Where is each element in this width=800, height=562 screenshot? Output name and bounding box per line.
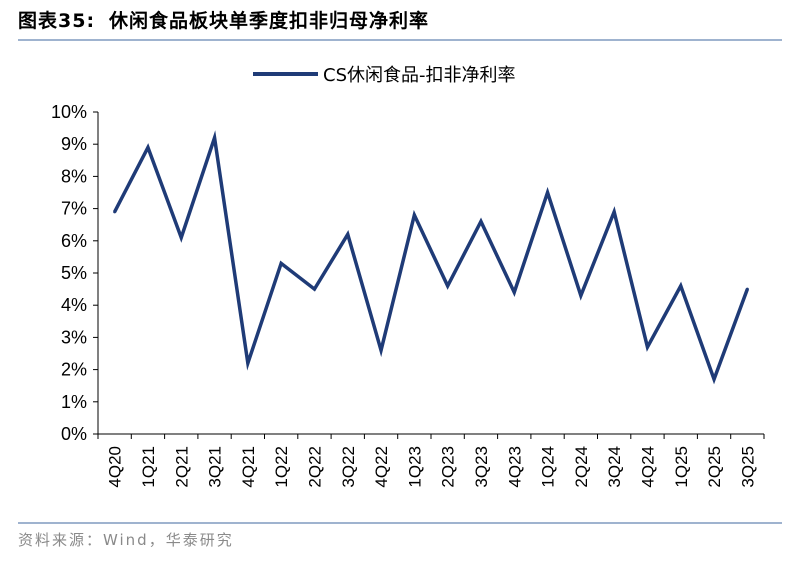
data-point [479, 219, 483, 223]
data-point [645, 345, 649, 349]
data-point [146, 145, 150, 149]
x-tick-label: 1Q25 [672, 446, 691, 488]
data-point [412, 213, 416, 217]
x-tick-label: 4Q23 [505, 446, 524, 488]
y-tick-label: 3% [61, 327, 87, 347]
data-point [312, 287, 316, 291]
series-line [113, 130, 749, 385]
x-tick-label: 3Q25 [738, 446, 757, 488]
y-tick-label: 4% [61, 295, 87, 315]
x-tick-label: 2Q24 [572, 446, 591, 488]
data-point [213, 136, 217, 140]
figure-number: 图表35: [18, 10, 96, 32]
figure-title-text: 休闲食品板块单季度扣非归母净利率 [109, 10, 430, 32]
x-tick-label: 3Q23 [472, 446, 491, 488]
y-tick-label: 8% [61, 166, 87, 186]
x-tick-label: 2Q23 [439, 446, 458, 488]
data-point [379, 348, 383, 352]
x-tick-label: 2Q22 [305, 446, 324, 488]
x-tick-label: 1Q23 [405, 446, 424, 488]
y-tick-label: 0% [61, 424, 87, 444]
x-tick-label: 1Q24 [539, 446, 558, 488]
x-tick-label: 4Q21 [239, 446, 258, 488]
y-tick-label: 2% [61, 360, 87, 380]
data-point [346, 232, 350, 236]
data-point [179, 236, 183, 240]
y-tick-label: 10% [51, 102, 87, 122]
data-point [745, 287, 749, 291]
legend-label: CS休闲食品-扣非净利率 [323, 65, 516, 86]
x-tick-label: 4Q22 [372, 446, 391, 488]
x-tick-label: 4Q20 [106, 446, 125, 488]
data-point [612, 210, 616, 214]
data-point [546, 191, 550, 194]
data-point [579, 294, 583, 298]
data-point [279, 261, 283, 265]
data-point [679, 284, 683, 288]
x-tick-label: 1Q21 [139, 446, 158, 488]
y-tick-label: 6% [61, 231, 87, 251]
x-tick-label: 4Q24 [638, 446, 657, 488]
y-tick-label: 9% [61, 134, 87, 154]
data-point [712, 377, 716, 381]
x-tick-label: 2Q25 [705, 446, 724, 488]
x-tick-label: 2Q21 [172, 446, 191, 488]
y-tick-label: 5% [61, 263, 87, 283]
y-tick-label: 7% [61, 199, 87, 219]
source-note: 资料来源：Wind，华泰研究 [18, 531, 234, 549]
x-tick-label: 3Q24 [605, 446, 624, 488]
x-tick-label: 3Q21 [206, 446, 225, 488]
data-point [512, 290, 516, 294]
data-point [113, 210, 117, 214]
x-tick-label: 3Q22 [339, 446, 358, 488]
y-tick-label: 1% [61, 392, 87, 412]
x-tick-label: 1Q22 [272, 446, 291, 488]
top-rule [18, 39, 782, 41]
bottom-rule [18, 522, 782, 524]
figure-title: 图表35: 休闲食品板块单季度扣非归母净利率 [18, 6, 429, 33]
data-point [446, 284, 450, 288]
data-point [246, 361, 250, 365]
